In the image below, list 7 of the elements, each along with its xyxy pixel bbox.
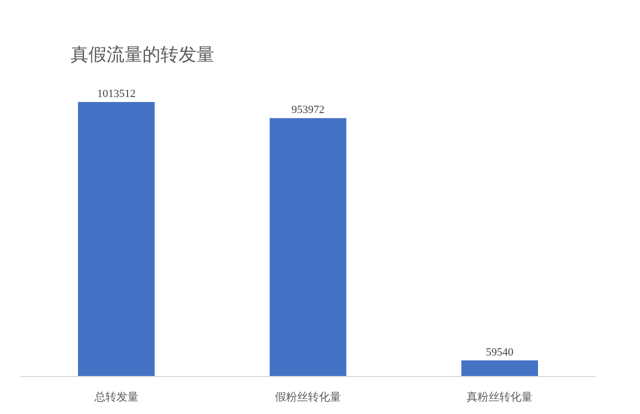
chart-title: 真假流量的转发量 (70, 44, 214, 66)
data-label: 59540 (486, 346, 514, 358)
x-tick-label: 真粉丝转化量 (466, 390, 533, 404)
data-label: 1013512 (97, 88, 136, 100)
x-tick-label: 总转发量 (93, 390, 138, 404)
data-label: 953972 (292, 104, 324, 116)
x-tick-label: 假粉丝转化量 (275, 390, 341, 404)
